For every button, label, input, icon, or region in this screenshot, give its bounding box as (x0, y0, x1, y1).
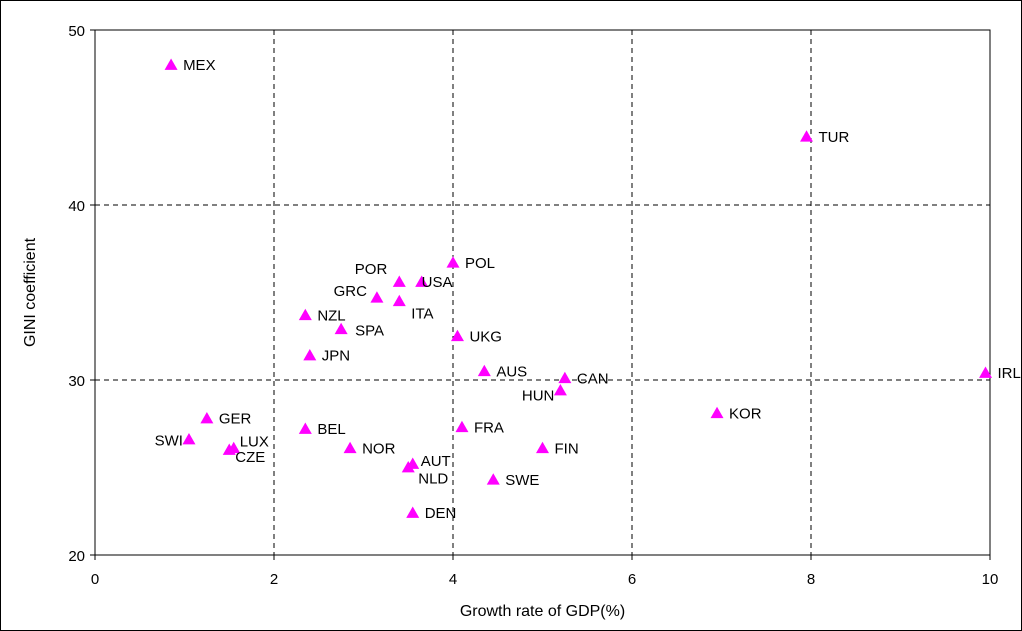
x-tick-label: 2 (270, 571, 278, 588)
data-points: MEX TUR POL POR USA GRC ITA NZL SPA UKG JPN AUS CAN H… (155, 57, 1021, 522)
point-label: AUS (496, 363, 527, 380)
point-label: CZE (235, 449, 265, 466)
plot-area-frame (95, 30, 990, 555)
point-label: POR (355, 261, 388, 278)
point-label: AUT (421, 453, 451, 470)
scatter-point (393, 276, 406, 287)
y-axis-label: GINI coefficient (22, 237, 39, 347)
scatter-point (335, 323, 348, 334)
point-label: CAN (577, 370, 609, 387)
scatter-point (487, 473, 500, 484)
scatter-point (299, 423, 312, 434)
point-label: KOR (729, 405, 762, 422)
scatter-point (406, 507, 419, 518)
scatter-point (370, 291, 383, 302)
scatter-point (447, 256, 460, 267)
x-tick-label: 6 (628, 571, 636, 588)
scatter-point (536, 442, 549, 453)
point-label: MEX (183, 57, 216, 74)
grid-lines (95, 30, 990, 555)
point-label: IRL (998, 365, 1021, 382)
point-label: SPA (355, 322, 384, 339)
point-label: DEN (425, 505, 457, 522)
point-label: JPN (322, 348, 350, 365)
y-tick-label: 30 (68, 373, 85, 390)
x-axis-label: Growth rate of GDP(%) (460, 603, 625, 620)
point-label: TUR (819, 129, 850, 146)
scatter-point (455, 421, 468, 432)
point-label: POL (465, 255, 495, 272)
scatter-point (711, 407, 724, 418)
x-tick-label: 4 (449, 571, 457, 588)
point-label: NLD (418, 471, 448, 488)
scatter-point (200, 412, 213, 423)
scatter-point (165, 59, 178, 70)
point-label: UKG (469, 328, 502, 345)
point-label: FIN (555, 440, 579, 457)
scatter-point (182, 433, 195, 444)
point-label: GER (219, 411, 252, 428)
point-label: NZL (317, 307, 345, 324)
y-tick-label: 40 (68, 198, 85, 215)
scatter-point (299, 309, 312, 320)
x-tick-label: 0 (91, 571, 99, 588)
point-label: ITA (411, 305, 433, 322)
scatter-point (393, 295, 406, 306)
scatter-point (554, 384, 567, 395)
point-label: BEL (317, 421, 345, 438)
y-tick-label: 20 (68, 548, 85, 565)
x-tick-label: 10 (982, 571, 999, 588)
point-label: USA (422, 274, 453, 291)
y-tick-label: 50 (68, 23, 85, 40)
point-label: FRA (474, 419, 504, 436)
x-tick-label: 8 (807, 571, 815, 588)
scatter-point (303, 349, 316, 360)
scatter-point (478, 365, 491, 376)
point-label: HUN (522, 388, 555, 405)
point-label: SWI (155, 433, 183, 450)
point-label: LUX (240, 433, 269, 450)
axis-ticks: 0 2 4 6 8 10 20 30 40 50 (68, 23, 998, 588)
scatter-point (344, 442, 357, 453)
point-label: SWE (505, 472, 539, 489)
point-label: NOR (362, 440, 396, 457)
scatter-point (558, 372, 571, 383)
point-label: GRC (334, 283, 368, 300)
